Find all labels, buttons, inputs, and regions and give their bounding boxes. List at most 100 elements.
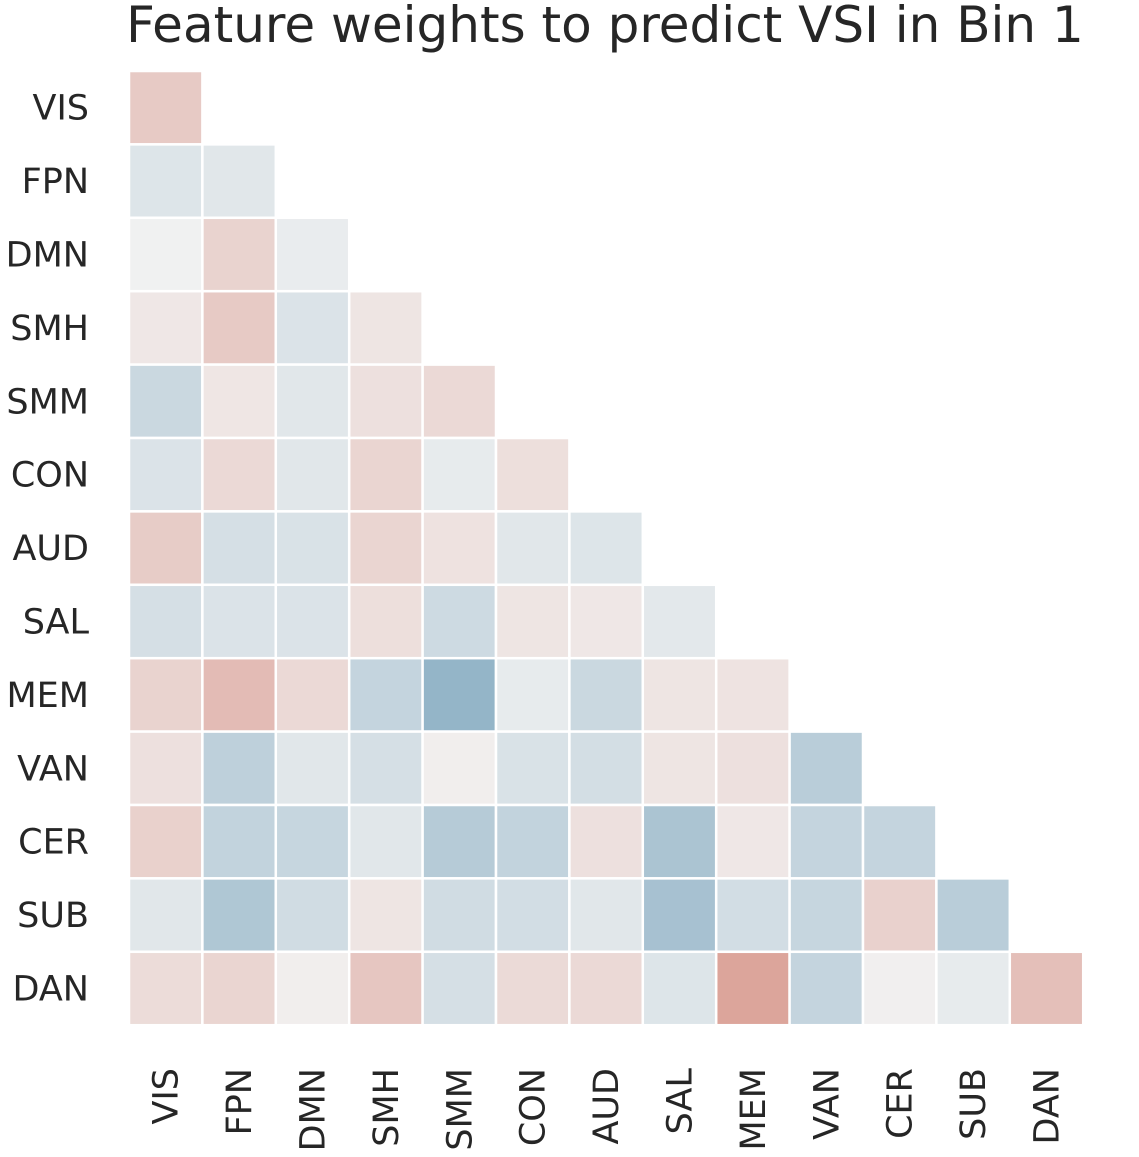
heatmap-cell-mem-smh <box>349 658 422 731</box>
y-tick-label-dan: DAN <box>13 970 89 1010</box>
heatmap-cell-con-con <box>496 438 569 511</box>
x-tick-label-aud: AUD <box>587 1068 627 1145</box>
heatmap-cell-mem-fpn <box>202 658 275 731</box>
x-tick-label-cer: CER <box>881 1068 921 1139</box>
x-tick-label-smm: SMM <box>440 1068 480 1151</box>
heatmap-cell-smh-vis <box>129 291 202 364</box>
heatmap-cell-dmn-dmn <box>276 218 349 291</box>
heatmap-cell-aud-aud <box>569 511 642 584</box>
x-tick-label-smh: SMH <box>367 1068 407 1147</box>
heatmap-cell-aud-dmn <box>276 511 349 584</box>
heatmap-cell-dmn-fpn <box>202 218 275 291</box>
heatmap-cell-sal-con <box>496 585 569 658</box>
y-tick-label-mem: MEM <box>6 676 89 716</box>
x-tick-label-sal: SAL <box>661 1068 701 1135</box>
x-tick-label-dan: DAN <box>1028 1068 1068 1144</box>
x-tick-label-dmn: DMN <box>294 1068 334 1151</box>
heatmap-cell-dan-dmn <box>276 952 349 1025</box>
heatmap-cell-van-van <box>790 732 863 805</box>
heatmap-cell-mem-smm <box>423 658 496 731</box>
heatmap-cell-cer-aud <box>569 805 642 878</box>
heatmap-cell-van-vis <box>129 732 202 805</box>
heatmap-cell-con-vis <box>129 438 202 511</box>
y-tick-label-vis: VIS <box>33 89 89 129</box>
heatmap-cell-smm-smm <box>423 365 496 438</box>
heatmap-cell-con-smh <box>349 438 422 511</box>
heatmap-cell-sub-dmn <box>276 878 349 951</box>
heatmap-cell-dan-smm <box>423 952 496 1025</box>
heatmap-cell-con-smm <box>423 438 496 511</box>
heatmap-cell-van-aud <box>569 732 642 805</box>
heatmap-cells <box>129 71 1083 1025</box>
heatmap-cell-aud-smh <box>349 511 422 584</box>
heatmap-cell-van-dmn <box>276 732 349 805</box>
heatmap-cell-cer-mem <box>716 805 789 878</box>
y-tick-label-aud: AUD <box>12 529 89 569</box>
heatmap-cell-van-sal <box>643 732 716 805</box>
heatmap-cell-dmn-vis <box>129 218 202 291</box>
x-tick-label-con: CON <box>514 1068 554 1146</box>
heatmap-cell-con-dmn <box>276 438 349 511</box>
heatmap-cell-smm-vis <box>129 365 202 438</box>
heatmap-cell-sub-sal <box>643 878 716 951</box>
heatmap-cell-sal-aud <box>569 585 642 658</box>
x-tick-label-sub: SUB <box>954 1068 994 1140</box>
heatmap-cell-con-fpn <box>202 438 275 511</box>
heatmap-cell-sub-mem <box>716 878 789 951</box>
heatmap-cell-sal-smm <box>423 585 496 658</box>
heatmap-cell-sub-smm <box>423 878 496 951</box>
heatmap-cell-sal-vis <box>129 585 202 658</box>
heatmap-cell-fpn-vis <box>129 144 202 217</box>
heatmap-cell-cer-sal <box>643 805 716 878</box>
x-tick-label-van: VAN <box>807 1068 847 1140</box>
y-tick-label-smm: SMM <box>6 382 89 422</box>
heatmap-cell-vis-vis <box>129 71 202 144</box>
heatmap-cell-dan-fpn <box>202 952 275 1025</box>
y-axis-tick-labels: VIS FPN DMN SMH SMM CON AUD SAL MEM VAN CER SUB DAN <box>6 89 90 1010</box>
y-tick-label-van: VAN <box>17 749 89 789</box>
heatmap-cell-sub-van <box>790 878 863 951</box>
y-tick-label-sub: SUB <box>17 896 89 936</box>
heatmap-cell-van-mem <box>716 732 789 805</box>
heatmap-cell-smh-dmn <box>276 291 349 364</box>
heatmap-cell-dan-vis <box>129 952 202 1025</box>
y-tick-label-con: CON <box>11 456 89 496</box>
heatmap-cell-cer-fpn <box>202 805 275 878</box>
heatmap-cell-sub-smh <box>349 878 422 951</box>
heatmap-cell-van-con <box>496 732 569 805</box>
x-tick-label-fpn: FPN <box>220 1068 260 1135</box>
heatmap-cell-sal-dmn <box>276 585 349 658</box>
heatmap-cell-sub-fpn <box>202 878 275 951</box>
y-tick-label-cer: CER <box>18 823 89 863</box>
y-tick-label-sal: SAL <box>23 603 90 643</box>
heatmap-cell-van-fpn <box>202 732 275 805</box>
heatmap-cell-dan-van <box>790 952 863 1025</box>
heatmap-cell-sub-sub <box>936 878 1009 951</box>
heatmap-cell-cer-smh <box>349 805 422 878</box>
heatmap-cell-smm-dmn <box>276 365 349 438</box>
x-tick-label-mem: MEM <box>734 1068 774 1151</box>
heatmap-cell-cer-vis <box>129 805 202 878</box>
heatmap-cell-van-smm <box>423 732 496 805</box>
heatmap-cell-cer-van <box>790 805 863 878</box>
heatmap-cell-mem-mem <box>716 658 789 731</box>
x-tick-label-vis: VIS <box>147 1068 187 1124</box>
heatmap-cell-mem-con <box>496 658 569 731</box>
heatmap-cell-mem-vis <box>129 658 202 731</box>
heatmap-cell-sal-sal <box>643 585 716 658</box>
heatmap-cell-aud-smm <box>423 511 496 584</box>
heatmap-cell-aud-fpn <box>202 511 275 584</box>
heatmap-cell-mem-sal <box>643 658 716 731</box>
heatmap-cell-dan-aud <box>569 952 642 1025</box>
heatmap-cell-cer-smm <box>423 805 496 878</box>
heatmap-cell-aud-con <box>496 511 569 584</box>
heatmap-cell-aud-vis <box>129 511 202 584</box>
heatmap-cell-cer-dmn <box>276 805 349 878</box>
heatmap-cell-dan-smh <box>349 952 422 1025</box>
y-tick-label-fpn: FPN <box>22 162 89 202</box>
heatmap-cell-dan-mem <box>716 952 789 1025</box>
heatmap-cell-cer-cer <box>863 805 936 878</box>
heatmap-cell-smm-fpn <box>202 365 275 438</box>
y-tick-label-dmn: DMN <box>6 236 89 276</box>
heatmap-cell-smh-fpn <box>202 291 275 364</box>
